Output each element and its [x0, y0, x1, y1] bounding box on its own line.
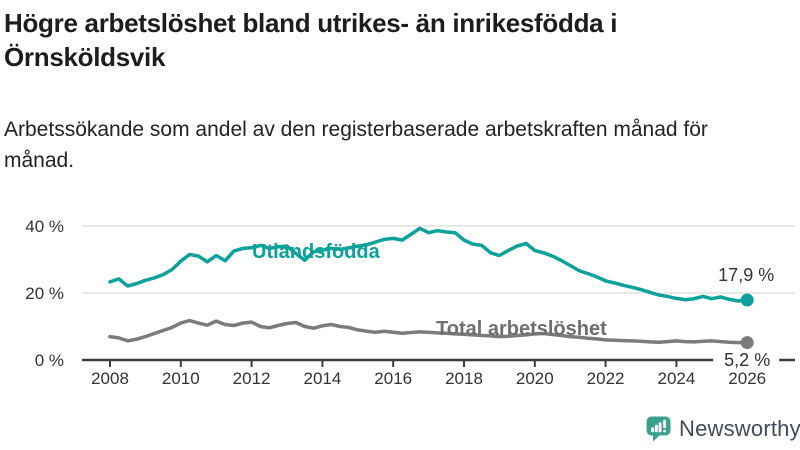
series-end-dot-utlandsf-dda: [740, 293, 754, 307]
x-axis-label: 2024: [657, 369, 695, 388]
x-axis-label: 2010: [162, 369, 200, 388]
x-axis-label: 2022: [587, 369, 625, 388]
series-line-total-arbetsl-shet: [108, 318, 749, 345]
end-value-label: 5,2 %: [724, 350, 770, 370]
icon-exclamation-stem: [663, 419, 666, 429]
x-axis-label: 2020: [516, 369, 554, 388]
y-axis-label: 0 %: [35, 351, 64, 370]
y-axis-label: 40 %: [25, 217, 64, 236]
page-subtitle: Arbetssökande som andel av den registerb…: [4, 118, 708, 172]
icon-bar: [654, 424, 658, 433]
icon-exclamation-dot: [663, 429, 666, 433]
series-end-dot-total-arbetsl-shet: [740, 336, 754, 350]
end-value-label: 17,9 %: [718, 265, 774, 285]
icon-bar: [651, 427, 655, 433]
brand-logo: Newsworthy: [645, 415, 800, 442]
end-value-label-bg: [713, 351, 780, 370]
series-inline-label-total-arbetsl-shet: Total arbetslöshet: [436, 318, 607, 340]
x-axis-label: 2008: [91, 369, 129, 388]
x-axis-label: 2018: [445, 369, 483, 388]
newsworthy-icon: [646, 416, 671, 442]
x-axis-label: 2014: [303, 369, 341, 388]
series-line-utlandsf-dda: [108, 226, 749, 303]
brand-wordmark: Newsworthy: [679, 415, 800, 441]
x-axis-label: 2016: [374, 369, 412, 388]
speech-bubble-shape: [646, 416, 671, 442]
series-inline-label-utlandsf-dda: Utlandsfödda: [252, 241, 381, 263]
page-title: Högre arbetslöshet bland utrikes- än inr…: [4, 8, 618, 72]
icon-bar: [658, 422, 662, 433]
y-axis-label: 20 %: [25, 284, 64, 303]
x-axis-label: 2026: [728, 369, 766, 388]
x-axis-label: 2012: [233, 369, 271, 388]
